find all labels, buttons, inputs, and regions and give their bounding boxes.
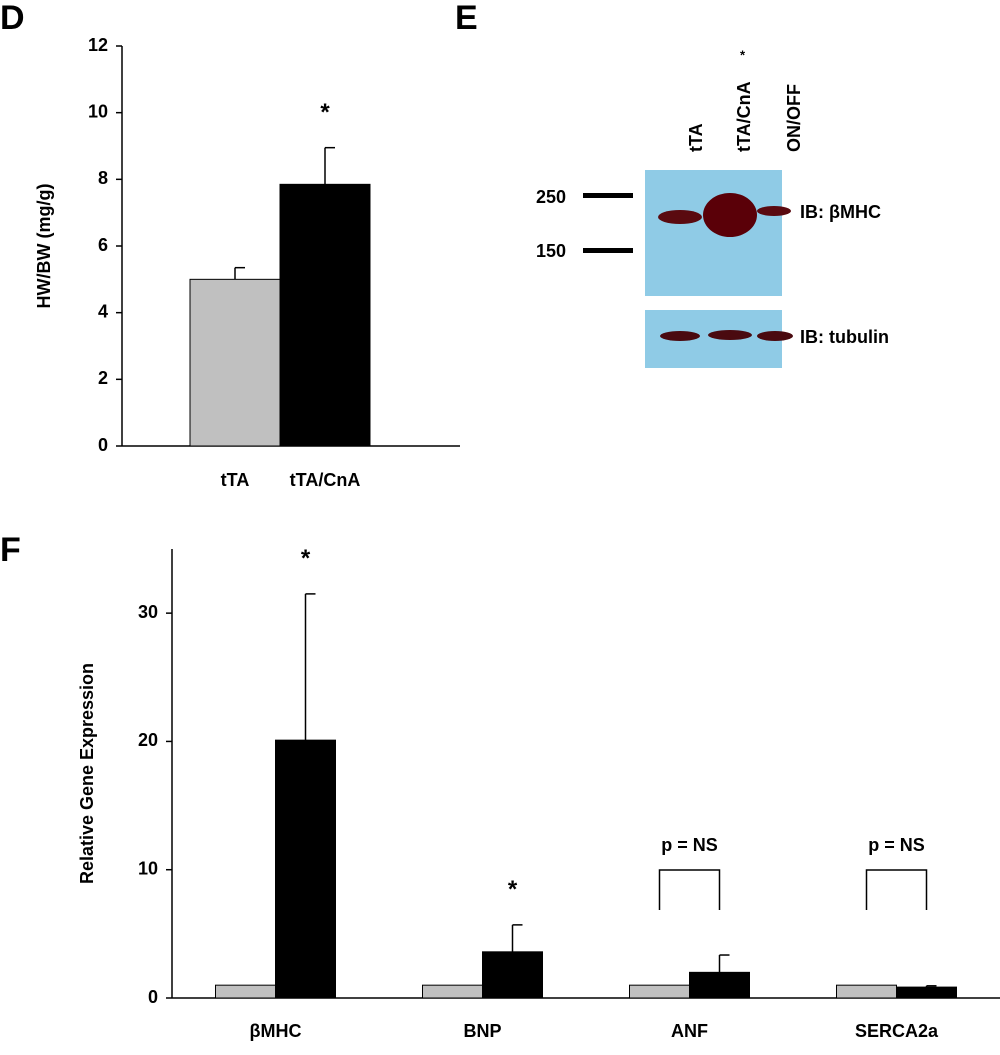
y-axis-label: Relative Gene Expression — [77, 663, 97, 884]
bar — [275, 739, 336, 999]
bar — [482, 951, 543, 999]
annotation: * — [508, 876, 518, 903]
bar — [836, 984, 897, 999]
blot-band — [757, 206, 791, 216]
panel-label: E — [455, 0, 478, 37]
x-tick-label: tTA — [221, 470, 250, 490]
y-tick-label: 8 — [98, 168, 108, 188]
y-tick-label: 12 — [88, 35, 108, 55]
bar — [422, 984, 483, 999]
significance-bracket — [658, 869, 721, 910]
blot-band — [708, 330, 752, 340]
y-tick-label: 2 — [98, 368, 108, 388]
x-tick-label: tTA/CnA — [290, 470, 361, 490]
y-tick-label: 0 — [98, 435, 108, 455]
marker-label: 150 — [536, 241, 566, 261]
probe-label: IB: βMHC — [800, 202, 881, 222]
x-tick-label: SERCA2a — [855, 1021, 939, 1041]
blot-panel: E tTA tTA/CnA * ON/OFF 250 150 IB: βMHC … — [455, 0, 889, 368]
blot-band — [658, 210, 702, 224]
annotation: * — [320, 99, 330, 126]
x-tick-label: BNP — [463, 1021, 501, 1041]
panel-label: D — [0, 0, 25, 37]
y-tick-label: 10 — [88, 101, 108, 121]
panel-label: F — [0, 531, 21, 569]
y-tick-label: 30 — [138, 602, 158, 622]
bar — [189, 278, 281, 447]
blot-band — [757, 331, 793, 341]
annotation: p = NS — [868, 835, 925, 855]
y-tick-label: 4 — [98, 301, 108, 321]
y-tick-label: 10 — [138, 858, 158, 878]
blot-band — [660, 331, 700, 341]
bar — [896, 986, 957, 999]
lane-label: tTA/CnA — [734, 81, 754, 152]
lane-label: tTA — [686, 123, 706, 152]
marker-line — [583, 193, 633, 198]
blot-band — [703, 193, 757, 237]
blot-membrane — [645, 170, 782, 296]
bar — [215, 984, 276, 999]
y-tick-label: 6 — [98, 235, 108, 255]
marker-line — [583, 248, 633, 253]
bar — [629, 984, 690, 999]
annotation: p = NS — [661, 835, 718, 855]
significance-bracket — [865, 869, 928, 910]
y-tick-label: 0 — [148, 987, 158, 1007]
x-tick-label: βMHC — [250, 1021, 302, 1041]
marker-label: 250 — [536, 187, 566, 207]
lane-note: * — [740, 47, 746, 62]
bar — [689, 971, 750, 999]
lane-label: ON/OFF — [784, 84, 804, 152]
x-tick-label: ANF — [671, 1021, 708, 1041]
y-tick-label: 20 — [138, 730, 158, 750]
y-axis-label: HW/BW (mg/g) — [34, 184, 54, 309]
probe-label: IB: tubulin — [800, 327, 889, 347]
annotation: * — [301, 545, 311, 572]
bar — [279, 183, 371, 447]
